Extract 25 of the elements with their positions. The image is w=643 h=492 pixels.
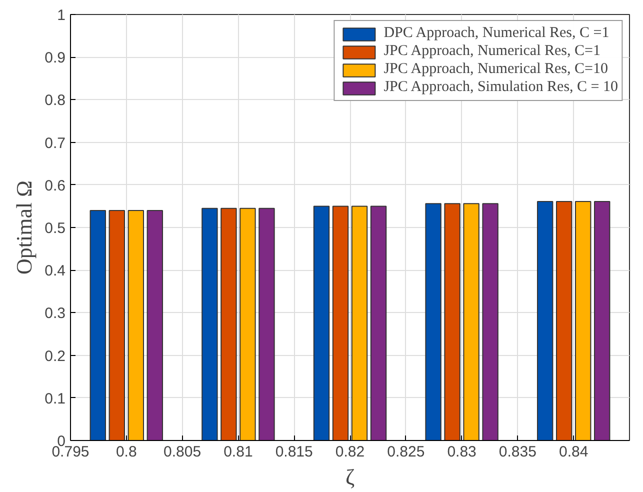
y-tick-label: 1 [57, 7, 66, 24]
legend-label: JPC Approach, Simulation Res, C = 10 [384, 79, 618, 96]
legend-label: JPC Approach, Numerical Res, C=1 [384, 43, 600, 60]
y-tick-label: 0.5 [44, 220, 66, 237]
x-axis-title: ζ [345, 464, 355, 490]
x-tick-label: 0.81 [224, 444, 253, 460]
y-tick-label: 0.1 [44, 390, 66, 408]
x-tick-label: 0.8 [116, 444, 137, 460]
x-tick-label: 0.825 [387, 444, 425, 460]
x-tick-label: 0.83 [447, 444, 476, 460]
x-tick-label: 0.805 [164, 444, 202, 460]
y-tick-label: 0.8 [44, 92, 66, 110]
x-tick-label: 0.815 [275, 444, 313, 460]
y-axis-title: Optimal Ω [12, 180, 37, 274]
y-tick-label: 0.7 [44, 134, 66, 152]
x-tick-label: 0.835 [498, 444, 536, 460]
y-tick-label: 0.3 [44, 305, 66, 322]
x-tick-label: 0.82 [335, 444, 365, 460]
y-tick-label: 0.6 [44, 177, 66, 194]
y-tick-label: 0.2 [44, 348, 66, 365]
y-tick-label: 0.4 [44, 262, 66, 280]
legend-label: JPC Approach, Numerical Res, C=10 [384, 61, 608, 78]
y-tick-label: 0.9 [44, 50, 66, 67]
legend-label: DPC Approach, Numerical Res, C =1 [384, 25, 610, 42]
x-tick-label: 0.84 [559, 444, 588, 460]
